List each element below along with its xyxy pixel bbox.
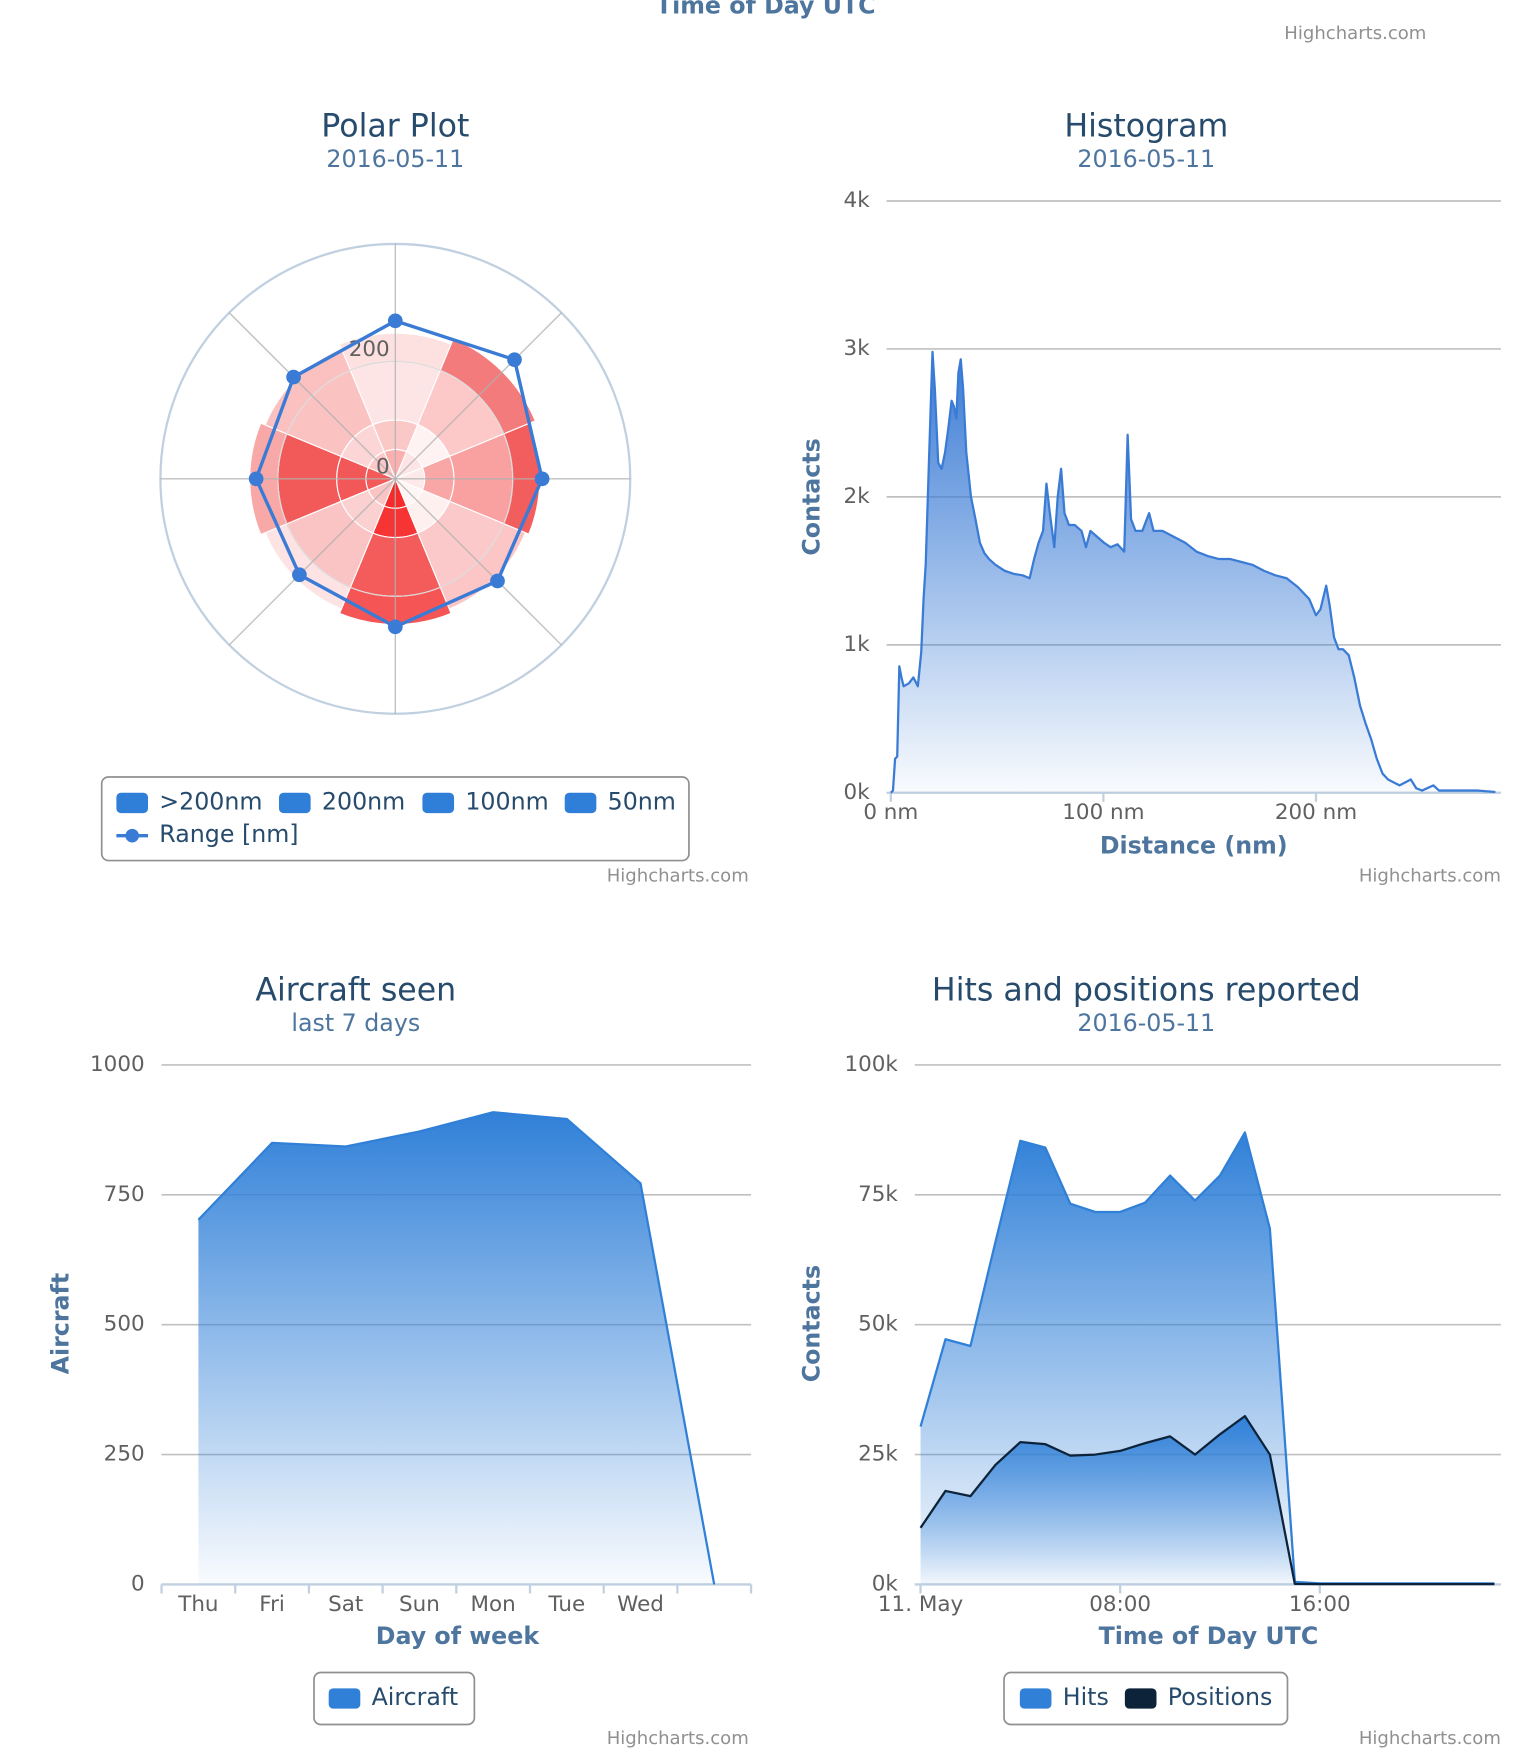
legend-box bbox=[1003, 1671, 1289, 1726]
credit: Highcharts.com bbox=[607, 865, 749, 886]
credit: Highcharts.com bbox=[607, 1728, 749, 1749]
legend-label: 50nm bbox=[608, 787, 676, 815]
range-marker bbox=[248, 471, 264, 487]
legend-label: Positions bbox=[1168, 1683, 1273, 1711]
range-marker bbox=[387, 313, 403, 329]
y-tick-label: 500 bbox=[104, 1312, 145, 1337]
x-tick-label: 11. May bbox=[878, 1592, 964, 1617]
area-fill bbox=[920, 1416, 1495, 1585]
legend-box bbox=[100, 776, 690, 862]
legend-label: 200nm bbox=[322, 787, 405, 815]
y-tick-label: 0k bbox=[872, 1571, 899, 1596]
y-tick-label: 200 bbox=[349, 337, 390, 362]
grid-circle bbox=[277, 360, 514, 597]
legend-swatch bbox=[564, 792, 597, 814]
y-axis-title: Aircraft bbox=[47, 1273, 75, 1375]
area-line bbox=[197, 1111, 716, 1585]
y-tick-label: 0 bbox=[131, 1571, 145, 1596]
y-tick-label: 100k bbox=[845, 1052, 899, 1077]
y-tick-label: 75k bbox=[858, 1182, 898, 1207]
x-tick-label: Sat bbox=[328, 1592, 363, 1617]
x-tick-label: Sun bbox=[399, 1592, 440, 1617]
legend-label: >200nm bbox=[159, 787, 262, 815]
legend-swatch bbox=[422, 792, 455, 814]
credit: Highcharts.com bbox=[1284, 23, 1426, 44]
legend-label: Hits bbox=[1063, 1683, 1109, 1711]
x-tick-label: 200 nm bbox=[1275, 800, 1357, 825]
y-tick-label: 750 bbox=[104, 1182, 145, 1207]
chart-subtitle: 2016-05-11 bbox=[1077, 145, 1215, 173]
y-tick-label: 50k bbox=[858, 1312, 898, 1337]
x-tick-label: Fri bbox=[259, 1592, 285, 1617]
range-marker bbox=[286, 369, 301, 385]
legend-swatch bbox=[1124, 1688, 1157, 1709]
y-axis-title: Contacts bbox=[798, 1265, 826, 1382]
y-tick-label: 25k bbox=[858, 1442, 898, 1467]
chart-subtitle: 2016-05-11 bbox=[1077, 1009, 1215, 1037]
x-axis-title: Distance (nm) bbox=[1100, 831, 1288, 859]
area-line bbox=[890, 350, 1496, 794]
cut-axis-label: Time of Day UTC bbox=[656, 0, 876, 19]
area-fill bbox=[890, 351, 1496, 793]
x-tick-label: 08:00 bbox=[1089, 1592, 1151, 1617]
x-tick-label: Wed bbox=[617, 1592, 664, 1617]
legend-swatch bbox=[116, 792, 149, 814]
x-tick-label: 0 nm bbox=[863, 800, 918, 825]
legend-label: Aircraft bbox=[372, 1683, 459, 1711]
x-tick-label: 16:00 bbox=[1289, 1592, 1351, 1617]
y-tick-label: 2k bbox=[844, 484, 871, 509]
legend-marker bbox=[125, 828, 139, 843]
chart-title: Hits and positions reported bbox=[932, 973, 1361, 1009]
chart-title: Aircraft seen bbox=[255, 973, 456, 1009]
range-marker bbox=[387, 619, 403, 635]
y-tick-label: 3k bbox=[844, 336, 871, 361]
legend-box bbox=[313, 1671, 476, 1726]
y-tick-label: 4k bbox=[844, 188, 871, 213]
range-marker bbox=[507, 352, 522, 367]
y-tick-label: 0k bbox=[844, 780, 871, 805]
y-axis-title: Contacts bbox=[798, 438, 826, 555]
x-tick-label: 100 nm bbox=[1062, 800, 1144, 825]
x-tick-label: Mon bbox=[471, 1592, 516, 1617]
credit: Highcharts.com bbox=[1359, 1728, 1501, 1749]
range-marker bbox=[292, 567, 307, 583]
legend-swatch bbox=[328, 1688, 361, 1709]
y-tick-label: 1k bbox=[844, 632, 871, 657]
area-line bbox=[919, 1414, 1495, 1586]
range-marker bbox=[534, 471, 550, 487]
y-tick-label: 1000 bbox=[90, 1052, 145, 1077]
area-fill bbox=[198, 1112, 715, 1585]
chart-title: Histogram bbox=[1064, 109, 1228, 145]
credit: Highcharts.com bbox=[1359, 865, 1501, 886]
x-tick-label: Thu bbox=[177, 1592, 218, 1617]
legend-label: Range [nm] bbox=[159, 820, 298, 848]
chart-subtitle: 2016-05-11 bbox=[326, 145, 464, 173]
chart-subtitle: last 7 days bbox=[291, 1009, 420, 1037]
y-tick-label: 0 bbox=[376, 455, 390, 480]
x-axis-title: Day of week bbox=[376, 1622, 541, 1650]
legend-swatch bbox=[279, 792, 311, 814]
range-marker bbox=[490, 573, 505, 589]
x-tick-label: Tue bbox=[548, 1592, 586, 1617]
x-axis-title: Time of Day UTC bbox=[1099, 1622, 1319, 1650]
legend-label: 100nm bbox=[465, 787, 548, 815]
chart-title: Polar Plot bbox=[321, 109, 469, 145]
y-tick-label: 250 bbox=[104, 1442, 145, 1467]
legend-swatch bbox=[1019, 1688, 1052, 1709]
